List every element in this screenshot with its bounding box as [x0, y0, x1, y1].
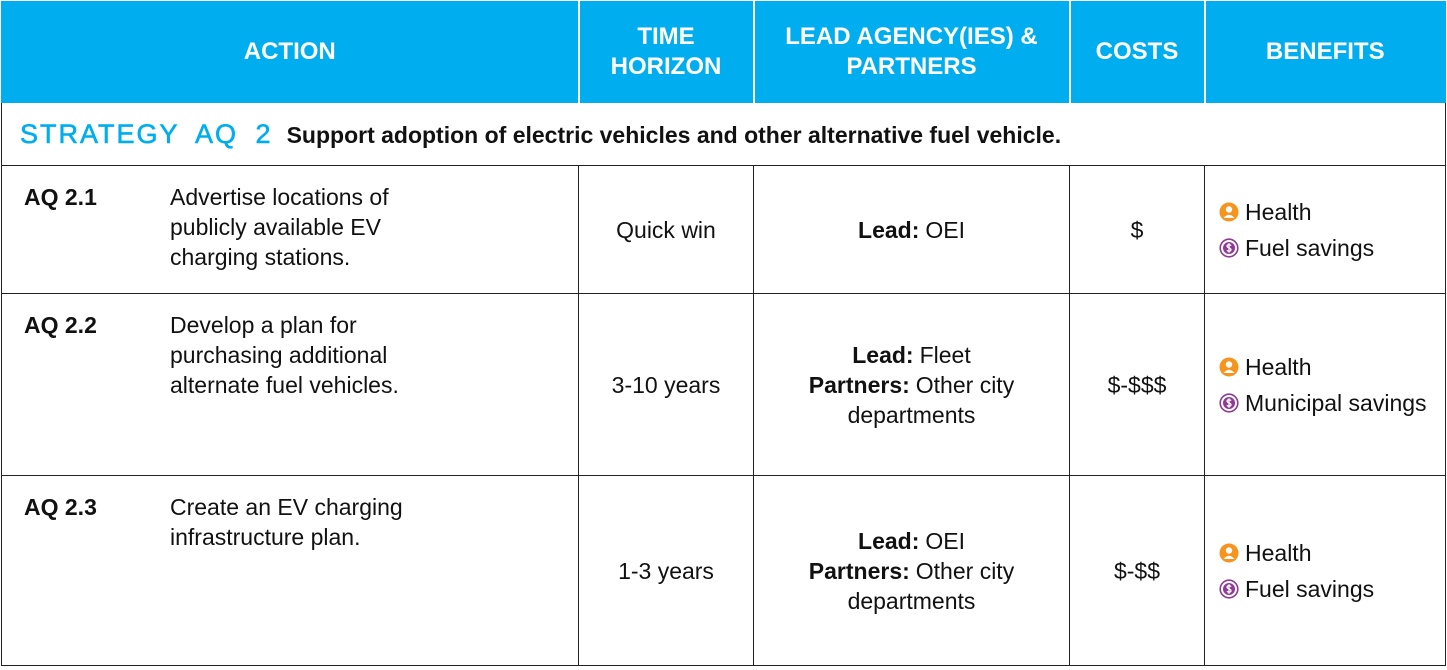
action-text: Develop a plan for purchasing additional…: [170, 312, 399, 398]
strategy-label: STRATEGY AQ 2: [20, 118, 273, 149]
action-id: AQ 2.2: [24, 312, 97, 338]
column-header: BENEFITS: [1204, 1, 1446, 103]
time-horizon: 3-10 years: [578, 293, 754, 476]
strategy-text: Support adoption of electric vehicles an…: [286, 121, 1062, 148]
lead-cell: Lead: OEI: [753, 165, 1070, 294]
column-header: LEAD AGENCY(IES) & PARTNERS: [753, 1, 1071, 103]
lead-cell: Lead: OEI Partners: Other city departments: [753, 475, 1070, 666]
benefit-text: Health: [1245, 539, 1312, 566]
lead-role: Lead:: [858, 216, 920, 243]
action-text: Create an EV charging infrastructure pla…: [170, 494, 403, 550]
action-cell: AQ 2.2 Develop a plan for purchasing addi…: [1, 293, 579, 476]
action-cell: AQ 2.1 Advertise locations of publicly av…: [1, 165, 579, 294]
benefit-text: Health: [1245, 198, 1312, 225]
action-row: AQ 2.3 Create an EV charging infrastructu…: [1, 475, 1446, 666]
lead-name: OEI: [925, 216, 965, 243]
lead-name: OEI: [925, 527, 965, 554]
costs: $: [1069, 165, 1205, 294]
lead-role: Lead:: [858, 527, 920, 554]
health-icon: [1219, 357, 1239, 376]
action-id: AQ 2.1: [24, 184, 97, 210]
lead-line: Lead: OEI: [782, 215, 1041, 245]
action-text: Advertise locations of publicly availabl…: [170, 184, 389, 270]
benefits-cell: Health Fuel savings: [1204, 165, 1446, 294]
benefit: Health: [1219, 197, 1437, 227]
time-horizon: 1-3 years: [578, 475, 754, 666]
table-body: STRATEGY AQ 2 Support adoption of electri…: [1, 102, 1446, 666]
benefit-text: Fuel savings: [1245, 234, 1375, 261]
benefit-text: Municipal savings: [1245, 389, 1427, 416]
savings-icon: [1219, 578, 1239, 599]
action-row: AQ 2.1 Advertise locations of publicly av…: [1, 165, 1446, 294]
lead-role: Lead:: [852, 341, 914, 368]
lead-name: Other city departments: [847, 557, 1015, 614]
health-icon: [1219, 543, 1239, 562]
action-id: AQ 2.3: [24, 494, 97, 520]
benefit-text: Health: [1245, 353, 1312, 380]
lead-line: Lead: OEI: [782, 526, 1041, 556]
benefit-text: Fuel savings: [1245, 575, 1375, 602]
benefit: Fuel savings: [1219, 574, 1437, 604]
lead-name: Other city departments: [847, 371, 1015, 428]
benefit: Health: [1219, 538, 1437, 568]
column-header: TIME HORIZON: [578, 1, 755, 103]
benefits-cell: Health Fuel savings: [1204, 475, 1446, 666]
benefit: Fuel savings: [1219, 233, 1437, 263]
header-row: ACTION TIME HORIZON LEAD AGENCY(IES) & PAR…: [1, 1, 1446, 103]
costs: $-$$: [1069, 475, 1205, 666]
savings-icon: [1219, 237, 1239, 258]
lead-line: Lead: Fleet: [782, 340, 1041, 370]
strategy-row: STRATEGY AQ 2 Support adoption of electri…: [1, 102, 1446, 166]
lead-role: Partners:: [808, 371, 910, 398]
lead-name: Fleet: [919, 341, 971, 368]
savings-icon: [1219, 392, 1239, 413]
costs: $-$$$: [1069, 293, 1205, 476]
lead-line: Partners: Other city departments: [782, 370, 1041, 430]
column-header: COSTS: [1069, 1, 1206, 103]
benefits-cell: Health Municipal savings: [1204, 293, 1446, 476]
time-horizon: Quick win: [578, 165, 754, 294]
benefit: Municipal savings: [1219, 388, 1437, 418]
column-header: ACTION: [1, 1, 580, 103]
health-icon: [1219, 202, 1239, 221]
benefit: Health: [1219, 352, 1437, 382]
action-row: AQ 2.2 Develop a plan for purchasing addi…: [1, 293, 1446, 476]
lead-cell: Lead: Fleet Partners: Other city department…: [753, 293, 1070, 476]
strategy-cell: STRATEGY AQ 2 Support adoption of electri…: [1, 102, 1446, 166]
lead-line: Partners: Other city departments: [782, 556, 1041, 616]
action-cell: AQ 2.3 Create an EV charging infrastructu…: [1, 475, 579, 666]
lead-role: Partners:: [808, 557, 910, 584]
